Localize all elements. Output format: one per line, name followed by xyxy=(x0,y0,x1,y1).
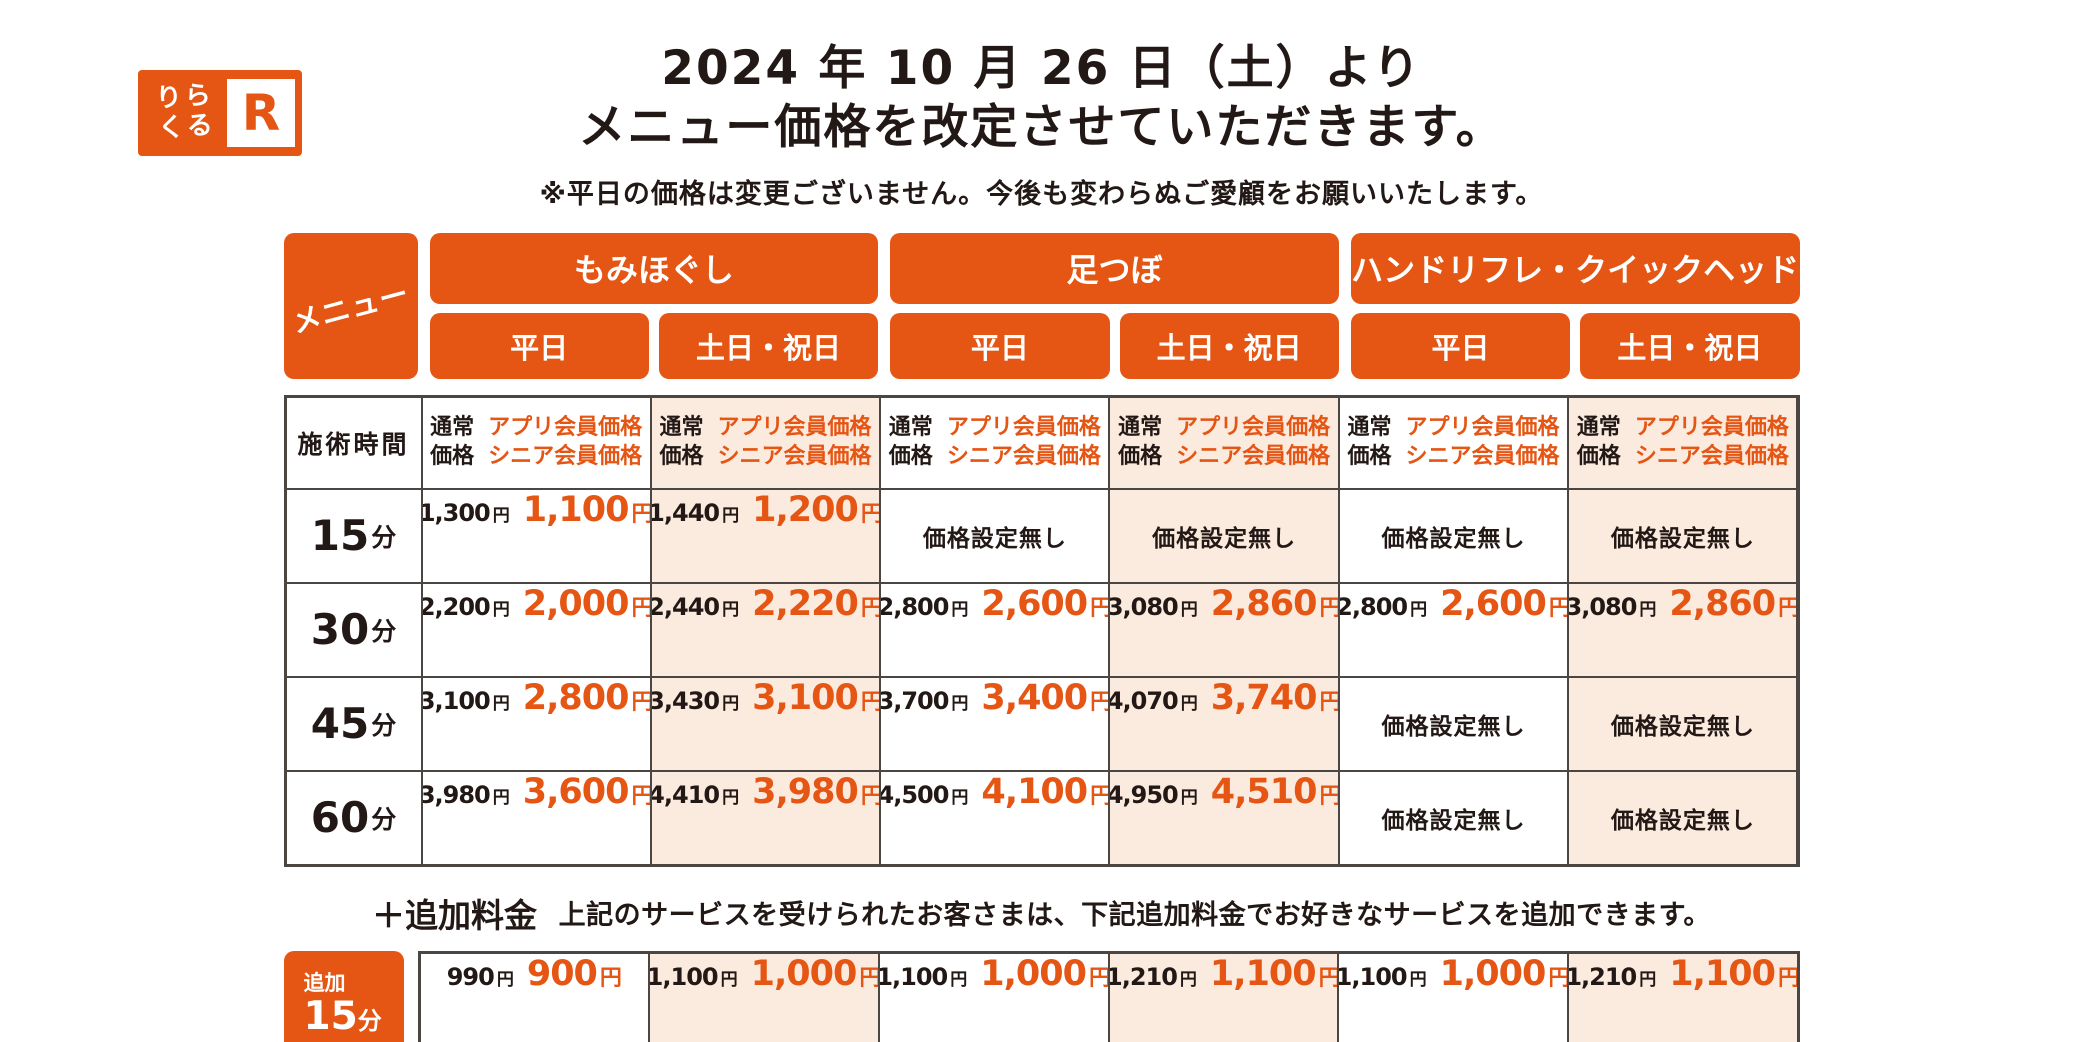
weekday-cell: 平日 xyxy=(1350,312,1571,379)
pricing-section: メニュー もみほぐし 平日 土日・祝日 足つぼ 平日 土日・祝日 ハンドリフレ・… xyxy=(283,232,1800,1042)
price-table: 施術時間 通常 価格 アプリ会員価格 シニア会員価格 通常 価格 アプリ会員価格 シニア… xyxy=(283,394,1800,867)
menu-header-band: メニュー もみほぐし 平日 土日・祝日 足つぼ 平日 土日・祝日 ハンドリフレ・… xyxy=(283,232,1800,379)
addon-price-table: 990 円 900 円 1,100 円 1,000 円 1,100 円 1,000 円 1,210… xyxy=(417,950,1800,1042)
price-cell: 3,100 円 2,800 円 xyxy=(422,677,650,770)
time-cell: 15 分 xyxy=(286,489,421,582)
price-cell: 3,080 円 2,860 円 xyxy=(1569,583,1797,676)
time-cell: 30 分 xyxy=(286,583,421,676)
time-cell: 60 分 xyxy=(286,771,421,864)
addon-price-cell: 1,210 円 1,100 円 xyxy=(1568,953,1797,1042)
normal-price-label: 通常 価格 xyxy=(888,414,933,469)
addon-prefix-label: 追加 xyxy=(303,971,346,996)
price-cell: 3,980 円 3,600 円 xyxy=(422,771,650,864)
addon-heading-description: 上記のサービスを受けられたお客さまは、下記追加料金でお好きなサービスを追加できま… xyxy=(558,900,1711,931)
normal-price-label: 通常 価格 xyxy=(1347,414,1392,469)
price-header-cell: 通常 価格 アプリ会員価格 シニア会員価格 xyxy=(651,397,880,488)
group-momihogushi: もみほぐし 平日 土日・祝日 xyxy=(429,232,879,379)
addon-price-cell: 1,100 円 1,000 円 xyxy=(879,953,1108,1042)
price-cell: 1,440 円 1,200 円 xyxy=(651,489,880,582)
price-header-cell: 通常 価格 アプリ会員価格 シニア会員価格 xyxy=(1339,397,1568,488)
page-title-line2: メニュー価格を改定させていただきます。 xyxy=(578,99,1505,155)
normal-price-label: 通常 価格 xyxy=(659,414,704,469)
time-cell: 45 分 xyxy=(286,677,421,770)
price-cell: 3,700 円 3,400 円 xyxy=(881,677,1109,770)
member-price-label: アプリ会員価格 シニア会員価格 xyxy=(717,414,872,469)
menu-corner-label: メニュー xyxy=(288,275,414,340)
addon-price-cell: 1,100 円 1,000 円 xyxy=(650,953,878,1042)
price-cell: 1,300 円 1,100 円 xyxy=(422,489,650,582)
no-price-cell: 価格設定無し xyxy=(1339,489,1568,582)
no-price-cell: 価格設定無し xyxy=(1339,677,1568,770)
price-cell: 2,800 円 2,600 円 xyxy=(1339,583,1568,676)
price-cell: 4,950 円 4,510 円 xyxy=(1110,771,1338,864)
page-header: 2024 年 10 月 26 日（土）より メニュー価格を改定させていただきます… xyxy=(0,0,2083,211)
addon-price-cell: 990 円 900 円 xyxy=(420,953,649,1042)
menu-corner-cell: メニュー xyxy=(283,232,418,379)
group-hand-quickhead: ハンドリフレ・クイックヘッド 平日 土日・祝日 xyxy=(1350,232,1800,379)
addon-price-row: 追加 15分 990 円 900 円 1,100 円 1,000 円 1,100 円 1,000… xyxy=(283,950,1800,1042)
weekday-price-note: ※平日の価格は変更ございません。今後も変わらぬご愛顧をお願いいたします。 xyxy=(539,178,1544,210)
price-cell: 4,500 円 4,100 円 xyxy=(881,771,1109,864)
no-price-cell: 価格設定無し xyxy=(1569,677,1797,770)
member-price-label: アプリ会員価格 シニア会員価格 xyxy=(1405,414,1560,469)
no-price-cell: 価格設定無し xyxy=(1339,771,1568,864)
weekend-cell: 土日・祝日 xyxy=(1580,312,1800,379)
addon-time-badge: 追加 15分 xyxy=(283,950,404,1042)
group-day-cells: 平日 土日・祝日 xyxy=(429,312,879,379)
addon-heading: ＋追加料金 上記のサービスを受けられたお客さまは、下記追加料金でお好きなサービス… xyxy=(284,889,1800,937)
addon-time-label: 15分 xyxy=(303,994,382,1040)
group-name-cell: もみほぐし xyxy=(429,232,879,304)
price-cell: 3,430 円 3,100 円 xyxy=(651,677,880,770)
price-header-cell: 通常 価格 アプリ会員価格 シニア会員価格 xyxy=(881,397,1109,488)
rirakuru-logo: りら くる R xyxy=(138,70,302,156)
normal-price-label: 通常 価格 xyxy=(1118,414,1163,469)
weekday-cell: 平日 xyxy=(429,312,649,379)
group-day-cells: 平日 土日・祝日 xyxy=(1350,312,1800,379)
page-title-line1: 2024 年 10 月 26 日（土）より xyxy=(661,41,1422,96)
member-price-label: アプリ会員価格 シニア会員価格 xyxy=(1176,414,1331,469)
logo-r-letter: R xyxy=(241,84,281,142)
member-price-label: アプリ会員価格 シニア会員価格 xyxy=(488,414,643,469)
group-day-cells: 平日 土日・祝日 xyxy=(890,312,1339,379)
price-cell: 4,410 円 3,980 円 xyxy=(651,771,880,864)
price-cell: 4,070 円 3,740 円 xyxy=(1110,677,1338,770)
weekend-cell: 土日・祝日 xyxy=(1119,312,1339,379)
time-header-cell: 施術時間 xyxy=(286,397,421,488)
price-cell: 2,800 円 2,600 円 xyxy=(881,583,1109,676)
weekday-cell: 平日 xyxy=(890,312,1110,379)
no-price-cell: 価格設定無し xyxy=(1569,771,1797,864)
price-cell: 2,440 円 2,220 円 xyxy=(651,583,880,676)
no-price-cell: 価格設定無し xyxy=(1110,489,1338,582)
group-name-cell: 足つぼ xyxy=(890,232,1339,304)
logo-kana-text: りら くる xyxy=(143,80,229,145)
normal-price-label: 通常 価格 xyxy=(1576,414,1621,469)
member-price-label: アプリ会員価格 シニア会員価格 xyxy=(946,414,1101,469)
addon-heading-title: ＋追加料金 xyxy=(372,895,538,935)
member-price-label: アプリ会員価格 シニア会員価格 xyxy=(1634,414,1789,469)
no-price-cell: 価格設定無し xyxy=(881,489,1109,582)
price-cell: 3,080 円 2,860 円 xyxy=(1110,583,1338,676)
addon-price-cell: 1,100 円 1,000 円 xyxy=(1339,953,1567,1042)
group-name-cell: ハンドリフレ・クイックヘッド xyxy=(1350,232,1800,304)
addon-price-cell: 1,210 円 1,100 円 xyxy=(1109,953,1338,1042)
logo-kana-line2: くる xyxy=(157,109,217,144)
price-header-cell: 通常 価格 アプリ会員価格 シニア会員価格 xyxy=(422,397,650,488)
price-header-cell: 通常 価格 アプリ会員価格 シニア会員価格 xyxy=(1110,397,1338,488)
normal-price-label: 通常 価格 xyxy=(430,414,475,469)
weekend-cell: 土日・祝日 xyxy=(658,312,879,379)
logo-r-box: R xyxy=(227,79,295,147)
group-ashitsubo: 足つぼ 平日 土日・祝日 xyxy=(890,232,1339,379)
price-cell: 2,200 円 2,000 円 xyxy=(422,583,650,676)
no-price-cell: 価格設定無し xyxy=(1569,489,1797,582)
price-header-cell: 通常 価格 アプリ会員価格 シニア会員価格 xyxy=(1569,397,1797,488)
